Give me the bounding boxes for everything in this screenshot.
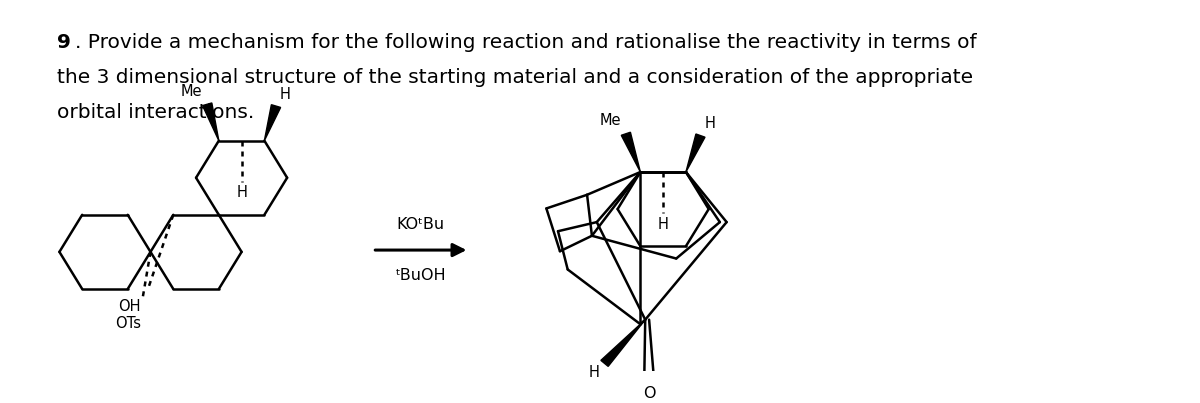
Text: KOᵗBu: KOᵗBu [397,217,445,232]
Text: Me: Me [600,113,620,128]
Text: H: H [236,185,247,200]
Text: orbital interactions.: orbital interactions. [58,102,254,122]
Polygon shape [601,320,646,366]
Polygon shape [686,134,704,172]
Text: Me: Me [181,84,203,99]
Text: H: H [658,217,668,232]
Polygon shape [264,105,281,141]
Text: OH: OH [119,299,140,314]
Text: . Provide a mechanism for the following reaction and rationalise the reactivity : . Provide a mechanism for the following … [74,33,977,52]
Text: the 3 dimensional structure of the starting material and a consideration of the : the 3 dimensional structure of the start… [58,68,973,87]
Polygon shape [203,103,218,141]
Text: 9: 9 [58,33,71,52]
Text: H: H [704,116,715,131]
Polygon shape [622,132,641,172]
Text: OTs: OTs [115,316,140,330]
Text: O: O [643,386,655,401]
Text: ᵗBuOH: ᵗBuOH [396,268,446,283]
Text: H: H [280,87,290,102]
Text: H: H [589,365,600,380]
